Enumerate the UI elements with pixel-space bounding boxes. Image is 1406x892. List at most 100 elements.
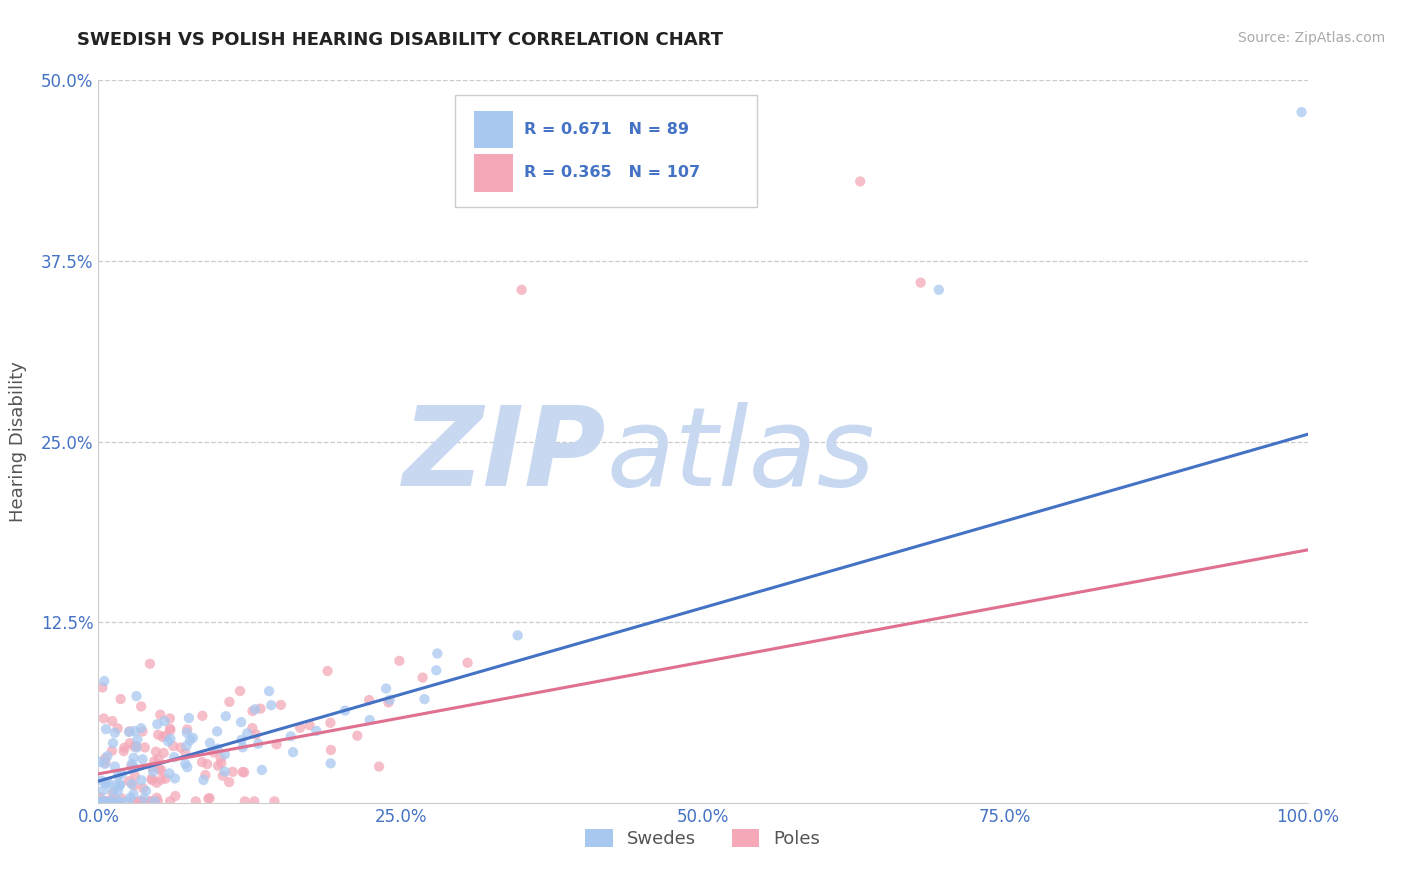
Point: [209, 756, 232, 770]
Point: [849, 174, 872, 188]
Point: [110, 692, 132, 706]
Point: [110, 767, 132, 781]
Point: [125, 739, 148, 754]
Point: [207, 758, 229, 772]
Point: [101, 786, 124, 800]
Point: [155, 729, 177, 743]
Point: [169, 740, 191, 755]
Point: [197, 791, 219, 805]
FancyBboxPatch shape: [474, 111, 513, 148]
Point: [108, 794, 131, 808]
Point: [426, 647, 449, 661]
Point: [139, 794, 162, 808]
Text: SWEDISH VS POLISH HEARING DISABILITY CORRELATION CHART: SWEDISH VS POLISH HEARING DISABILITY COR…: [77, 31, 723, 49]
Point: [94, 794, 117, 808]
Point: [94, 794, 117, 808]
Point: [163, 772, 186, 786]
Point: [118, 724, 141, 739]
Point: [319, 715, 342, 730]
Point: [266, 737, 288, 751]
Point: [143, 794, 166, 808]
Point: [242, 704, 264, 718]
Point: [162, 739, 184, 753]
Point: [243, 794, 266, 808]
Point: [148, 752, 170, 766]
Point: [146, 717, 169, 731]
Point: [122, 794, 145, 808]
Point: [132, 781, 155, 796]
Point: [118, 774, 141, 789]
Point: [191, 708, 214, 723]
Point: [131, 724, 153, 739]
Point: [174, 756, 197, 771]
Point: [377, 695, 399, 709]
Point: [157, 734, 180, 748]
Point: [159, 731, 181, 746]
Point: [120, 759, 142, 773]
Text: Source: ZipAtlas.com: Source: ZipAtlas.com: [1237, 31, 1385, 45]
Point: [131, 773, 153, 788]
Point: [139, 657, 162, 671]
Point: [191, 755, 214, 769]
Point: [145, 790, 167, 805]
Point: [127, 732, 149, 747]
Point: [195, 757, 218, 772]
Point: [159, 711, 181, 725]
Point: [174, 746, 197, 760]
Text: ZIP: ZIP: [402, 402, 606, 509]
Point: [129, 699, 152, 714]
Point: [101, 714, 124, 728]
Point: [107, 722, 129, 736]
Text: R = 0.671   N = 89: R = 0.671 N = 89: [524, 122, 689, 136]
FancyBboxPatch shape: [474, 154, 513, 192]
Point: [249, 701, 271, 715]
Point: [96, 749, 118, 764]
Point: [108, 779, 131, 793]
Point: [176, 723, 198, 737]
Point: [177, 711, 200, 725]
Point: [107, 784, 129, 798]
Point: [159, 722, 181, 736]
Point: [159, 794, 181, 808]
Point: [89, 790, 111, 805]
Point: [104, 759, 127, 773]
Point: [319, 743, 342, 757]
Point: [93, 711, 115, 725]
Point: [94, 722, 117, 736]
Point: [280, 730, 302, 744]
Point: [153, 714, 176, 729]
Point: [104, 725, 127, 739]
Point: [359, 713, 381, 727]
Point: [90, 794, 112, 808]
Point: [118, 736, 141, 750]
Point: [142, 764, 165, 779]
Point: [118, 725, 141, 739]
Y-axis label: Hearing Disability: Hearing Disability: [8, 361, 27, 522]
Point: [129, 794, 152, 808]
Point: [159, 766, 181, 780]
Point: [152, 730, 174, 744]
Point: [202, 746, 225, 760]
Point: [205, 724, 228, 739]
Point: [425, 663, 447, 677]
Point: [211, 769, 233, 783]
Point: [176, 760, 198, 774]
Point: [121, 757, 143, 772]
Point: [90, 773, 112, 788]
Point: [218, 695, 240, 709]
Point: [231, 732, 253, 747]
Point: [104, 794, 127, 808]
Point: [146, 794, 169, 808]
Point: [131, 752, 153, 766]
Point: [214, 764, 236, 779]
Point: [910, 276, 932, 290]
Point: [122, 739, 145, 754]
Point: [149, 707, 172, 722]
Point: [93, 674, 115, 689]
Point: [91, 794, 114, 808]
Point: [135, 784, 157, 798]
Point: [247, 737, 270, 751]
Point: [132, 791, 155, 805]
Point: [141, 773, 163, 788]
Point: [378, 693, 401, 707]
